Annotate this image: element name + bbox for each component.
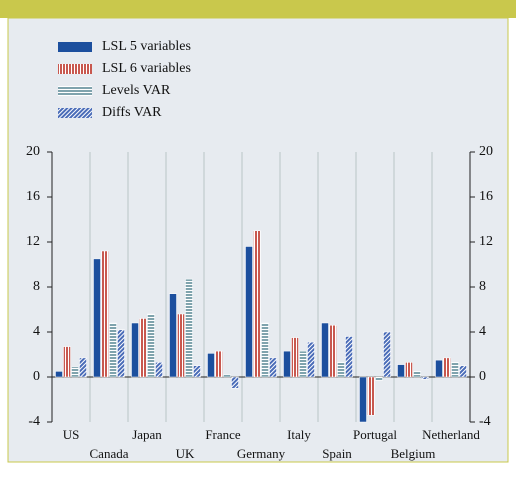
y2-tick-label: 4: [479, 324, 486, 339]
legend-swatch: [58, 86, 92, 96]
bar: [397, 364, 405, 378]
bar: [435, 359, 443, 378]
bar: [337, 362, 345, 378]
y-tick-label: 16: [26, 189, 40, 204]
y-tick-label: 20: [26, 144, 40, 159]
x-tick-label: Netherland: [422, 427, 480, 442]
bar: [253, 230, 261, 378]
bar: [63, 346, 71, 378]
bar: [299, 350, 307, 378]
legend-label: LSL 6 variables: [102, 61, 191, 76]
bar: [283, 350, 291, 378]
x-tick-label: Portugal: [353, 427, 397, 442]
y2-tick-label: 0: [479, 369, 486, 384]
bar: [375, 376, 383, 381]
bar: [147, 313, 155, 378]
bar: [207, 353, 215, 378]
x-tick-label: France: [205, 427, 241, 442]
y-tick-label: 4: [33, 324, 40, 339]
y-tick-label: -4: [28, 414, 40, 429]
bar: [109, 322, 117, 378]
x-tick-label: Spain: [322, 446, 352, 461]
legend-swatch: [58, 42, 92, 52]
bar: [383, 331, 391, 378]
bar: [155, 362, 163, 378]
bar: [451, 362, 459, 378]
bar: [193, 365, 201, 378]
y-tick-label: 8: [33, 279, 40, 294]
bar: [169, 293, 177, 378]
y-tick-label: 0: [33, 369, 40, 384]
bar: [55, 371, 63, 378]
bar: [413, 371, 421, 378]
y2-tick-label: 16: [479, 189, 493, 204]
bar: [245, 246, 253, 378]
bar: [71, 366, 79, 378]
bar: [101, 250, 109, 378]
bar: [307, 341, 315, 378]
bar: [405, 362, 413, 378]
bar: [459, 365, 467, 378]
legend-label: LSL 5 variables: [102, 39, 191, 54]
x-tick-label: UK: [176, 446, 195, 461]
bar: [291, 337, 299, 378]
bar: [269, 357, 277, 378]
bar: [321, 322, 329, 378]
x-tick-label: Canada: [90, 446, 129, 461]
y2-tick-label: 12: [479, 234, 493, 249]
bar: [261, 322, 269, 378]
bar: [185, 278, 193, 378]
x-tick-label: US: [63, 427, 80, 442]
y2-tick-label: 8: [479, 279, 486, 294]
top-band: [0, 0, 516, 18]
bar: [93, 258, 101, 378]
bar: [345, 336, 353, 378]
x-tick-label: Belgium: [391, 446, 436, 461]
bar: [177, 313, 185, 378]
bar: [139, 318, 147, 378]
bar: [329, 325, 337, 378]
y-tick-label: 12: [26, 234, 40, 249]
y2-tick-label: -4: [479, 414, 491, 429]
bar: [215, 350, 223, 378]
bar: [117, 329, 125, 378]
legend-swatch: [58, 108, 92, 118]
bar: [421, 376, 429, 380]
x-tick-label: Germany: [237, 446, 286, 461]
bar: [359, 376, 367, 423]
bar: [79, 357, 87, 378]
bar: [443, 357, 451, 378]
x-tick-label: Japan: [132, 427, 162, 442]
bar: [131, 322, 139, 378]
legend-label: Diffs VAR: [102, 105, 162, 120]
legend-label: Levels VAR: [102, 83, 171, 98]
y2-tick-label: 20: [479, 144, 493, 159]
legend-swatch: [58, 64, 92, 74]
x-tick-label: Italy: [287, 427, 311, 442]
bar: [367, 376, 375, 416]
bar: [231, 376, 239, 389]
bar: [223, 374, 231, 378]
